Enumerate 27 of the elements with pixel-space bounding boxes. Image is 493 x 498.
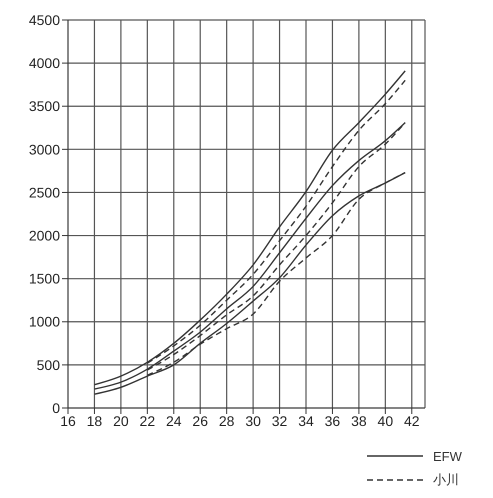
y-tick-label: 1500 (28, 270, 60, 287)
x-tick-label: 42 (404, 412, 420, 429)
x-tick-label: 24 (166, 412, 182, 429)
x-tick-label: 38 (351, 412, 367, 429)
x-tick-label: 40 (378, 412, 394, 429)
y-tick-label: 3000 (28, 141, 60, 158)
x-tick-label: 20 (113, 412, 129, 429)
y-tick-label: 3500 (28, 98, 60, 114)
y-tick-label: 2500 (28, 184, 60, 200)
y-tick-label: 4500 (28, 12, 60, 28)
x-tick-label: 26 (192, 412, 208, 429)
x-tick-label: 16 (60, 412, 76, 429)
line-series (94, 70, 406, 386)
y-tick-label: 1000 (28, 314, 60, 330)
x-tick-label: 34 (298, 412, 314, 429)
legend-label: 小川 (433, 471, 460, 489)
x-tick-label: 18 (86, 412, 102, 429)
legend-label: EFW (433, 448, 463, 464)
x-tick-label: 32 (272, 412, 288, 429)
x-tick-label: 30 (245, 412, 262, 429)
y-tick-label: 2000 (28, 228, 60, 244)
y-tick-label: 4000 (28, 55, 60, 72)
x-tick-label: 28 (218, 412, 235, 429)
y-tick-label: 0 (52, 400, 60, 416)
x-tick-label: 22 (140, 412, 156, 429)
y-tick-label: 500 (36, 356, 60, 373)
x-tick-label: 36 (324, 412, 340, 429)
